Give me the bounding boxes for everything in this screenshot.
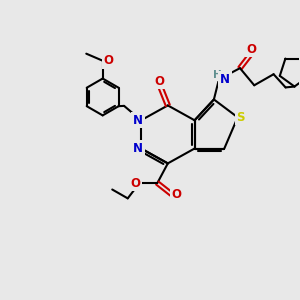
Text: S: S <box>236 111 245 124</box>
Text: H: H <box>213 70 222 80</box>
Text: O: O <box>130 176 140 190</box>
Text: O: O <box>154 75 165 88</box>
Text: O: O <box>246 43 256 56</box>
Text: O: O <box>172 188 182 201</box>
Text: N: N <box>220 73 230 86</box>
Text: N: N <box>133 142 143 155</box>
Text: N: N <box>133 114 143 127</box>
Text: O: O <box>103 54 114 67</box>
